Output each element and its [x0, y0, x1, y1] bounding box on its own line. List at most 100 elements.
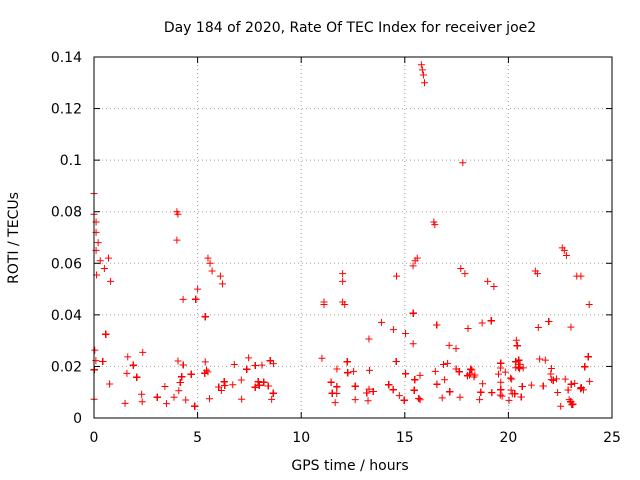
data-point	[440, 361, 448, 369]
data-point	[401, 329, 409, 337]
x-tick-label: 10	[292, 430, 310, 446]
data-point	[218, 280, 226, 288]
data-point	[515, 363, 523, 371]
data-point	[577, 385, 585, 393]
data-point	[179, 361, 187, 369]
data-point	[364, 397, 372, 405]
data-point	[161, 383, 169, 391]
data-point	[505, 396, 513, 404]
data-point	[410, 386, 418, 394]
data-point	[328, 389, 336, 397]
data-point	[545, 318, 553, 326]
data-point	[541, 356, 549, 364]
data-point	[584, 353, 592, 361]
data-point	[91, 346, 99, 354]
x-tick-label: 25	[603, 430, 621, 446]
data-point	[586, 377, 594, 385]
data-point	[99, 357, 107, 365]
data-point	[175, 387, 183, 395]
data-point	[467, 365, 475, 373]
data-point	[339, 277, 347, 285]
data-point	[402, 370, 410, 378]
data-point	[484, 277, 492, 285]
y-tick-label: 0.1	[60, 153, 82, 169]
data-point	[515, 356, 523, 364]
data-point	[138, 390, 146, 398]
data-point	[488, 389, 496, 397]
data-point	[206, 395, 214, 403]
data-point	[567, 323, 575, 331]
data-point	[369, 387, 377, 395]
data-point	[497, 359, 505, 367]
data-point	[378, 318, 386, 326]
data-point	[463, 372, 471, 380]
data-point	[419, 71, 427, 79]
data-point	[416, 396, 424, 404]
data-point	[418, 66, 426, 74]
data-point	[389, 326, 397, 334]
data-point	[446, 388, 454, 396]
data-point	[547, 365, 555, 373]
data-point	[105, 254, 113, 262]
data-point	[585, 301, 593, 309]
data-point	[100, 264, 108, 272]
data-point	[501, 368, 509, 376]
data-point	[400, 396, 408, 404]
data-point	[94, 239, 102, 247]
data-point	[498, 392, 506, 400]
data-point	[365, 335, 373, 343]
data-point	[392, 357, 400, 365]
data-point	[571, 379, 579, 387]
data-point	[567, 380, 575, 388]
data-point	[343, 358, 351, 366]
data-point	[182, 396, 190, 404]
data-point	[433, 380, 441, 388]
data-point	[507, 386, 515, 394]
data-point	[162, 400, 170, 408]
data-point	[393, 272, 401, 280]
data-point	[508, 375, 516, 383]
data-point	[139, 348, 147, 356]
data-point	[533, 270, 541, 278]
data-point	[237, 376, 245, 384]
x-tick-label: 0	[90, 430, 99, 446]
data-point	[512, 336, 520, 344]
y-axis-label: ROTI / TECUs	[6, 192, 22, 284]
data-point	[562, 252, 570, 260]
data-point	[339, 270, 347, 278]
data-points	[90, 61, 594, 410]
data-point	[365, 385, 373, 393]
data-point	[92, 357, 100, 365]
data-point	[581, 363, 589, 371]
data-point	[331, 399, 339, 407]
data-point	[102, 330, 110, 338]
data-point	[518, 383, 526, 391]
data-point	[444, 359, 452, 367]
data-point	[539, 382, 547, 390]
data-point	[344, 369, 352, 377]
data-point	[569, 400, 577, 408]
data-point	[350, 367, 358, 375]
data-point	[420, 79, 428, 87]
data-point	[457, 264, 465, 272]
data-point	[409, 262, 417, 270]
data-point	[333, 365, 341, 373]
data-point	[220, 378, 228, 386]
data-point	[564, 386, 572, 394]
data-point	[516, 365, 524, 373]
data-point	[547, 370, 555, 378]
data-point	[238, 395, 246, 403]
data-point	[333, 383, 341, 391]
data-point	[441, 376, 449, 384]
data-point	[417, 61, 425, 69]
data-point	[229, 381, 237, 389]
chart-title: Day 184 of 2020, Rate Of TEC Index for r…	[164, 20, 536, 36]
data-point	[552, 375, 560, 383]
data-point	[459, 159, 467, 167]
data-point	[251, 362, 259, 370]
data-point	[416, 371, 424, 379]
x-tick-label: 20	[499, 430, 517, 446]
data-point	[577, 272, 585, 280]
y-tick-labels: 0 0.02 0.04 0.06 0.08 0.1 0.12 0.14	[51, 50, 82, 427]
